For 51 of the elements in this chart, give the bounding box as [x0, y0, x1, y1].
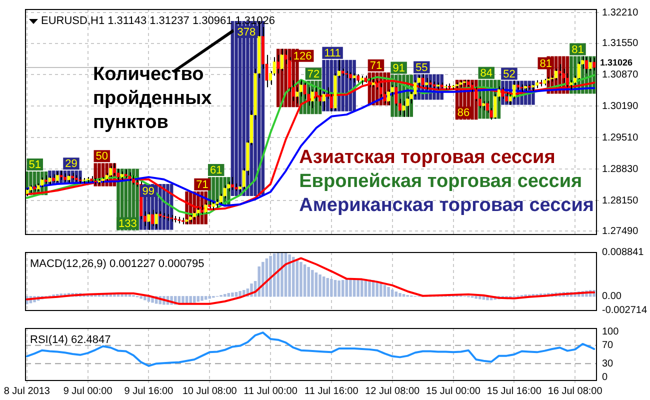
y-tick-label: 1.30190 — [602, 100, 639, 112]
annotation: 50 — [96, 150, 108, 163]
x-tick-label: 15 Jul 16:00 — [486, 386, 542, 397]
x-tick-label: 11 Jul 16:00 — [304, 386, 359, 397]
y-tick-label: -0.002714 — [602, 304, 648, 316]
x-tick-label: 10 Jul 08:00 — [182, 386, 238, 397]
annotation: 99 — [142, 186, 154, 198]
y-tick-label: 1.28830 — [602, 164, 639, 175]
annotation: 29 — [65, 158, 78, 170]
annotation: 81 — [540, 58, 552, 70]
annotation: 81 — [572, 44, 584, 56]
text: MACD(12,26,9) 0.001227 0.000795 — [30, 258, 204, 270]
y-tick-label: 1.28150 — [602, 195, 639, 206]
annotation: 86 — [457, 107, 470, 120]
annotation: 126 — [293, 50, 312, 62]
y-tick-label: 100 — [602, 326, 620, 338]
y-tick-label: 0 — [602, 372, 608, 384]
y-tick-label: 1.27490 — [602, 226, 639, 237]
y-tick-label: 0.008841 — [602, 246, 644, 258]
y-tick-label: 1.29510 — [602, 132, 639, 144]
annotation: 84 — [480, 67, 493, 80]
y-tick-label: 1.32210 — [602, 7, 639, 18]
annotation: 378 — [237, 26, 256, 39]
annotation: 71 — [370, 60, 382, 72]
x-tick-label: 15 Jul 00:00 — [426, 386, 481, 397]
annotation: 91 — [392, 62, 405, 74]
x-tick-label: 11 Jul 00:00 — [244, 386, 298, 397]
y-tick-label: 70 — [602, 340, 614, 352]
y-tick-label: 30 — [602, 358, 614, 370]
x-tick-label: 8 Jul 2013 — [4, 386, 50, 397]
annotation: 55 — [416, 62, 428, 74]
ref-line-label: 1.31026 — [600, 58, 633, 68]
annotation: 61 — [210, 164, 222, 177]
series-label: Американская торговая сессия — [299, 194, 594, 218]
x-tick-label: 9 Jul 00:00 — [63, 386, 113, 397]
text: RSI(14) 62.4847 — [30, 334, 111, 346]
x-tick-label: 12 Jul 08:00 — [365, 386, 420, 397]
annotation: 71 — [196, 178, 208, 191]
text: Европейская торговая сессия — [299, 170, 584, 194]
x-tick-label: 9 Jul 16:00 — [124, 386, 174, 397]
annotation: 133 — [118, 218, 137, 230]
annotation: 52 — [503, 68, 516, 80]
y-tick-label: 1.30870 — [602, 69, 639, 80]
y-tick-label: 0.00 — [602, 291, 622, 302]
annotation: 51 — [28, 159, 42, 172]
text: Азиатская торговая сессия — [299, 146, 556, 170]
annotation: Количество пройденных пунктов — [93, 63, 213, 135]
annotation: 72 — [307, 68, 320, 80]
annotation: 111 — [324, 47, 341, 60]
y-tick-label: 1.31550 — [602, 38, 639, 50]
x-tick-label: 16 Jul 08:00 — [548, 386, 603, 397]
